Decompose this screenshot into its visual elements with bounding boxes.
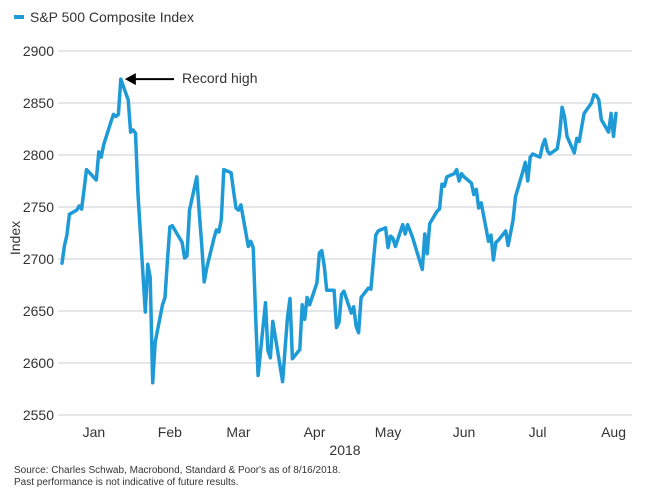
x-tick-label-jan: Jan [83, 424, 106, 440]
disclaimer-note: Past performance is not indicative of fu… [14, 477, 239, 488]
x-tick-label-jun: Jun [453, 424, 476, 440]
y-tick-label-2600: 2600 [23, 355, 54, 371]
series-layer [60, 77, 618, 385]
y-tick-label-2550: 2550 [23, 407, 54, 423]
legend: S&P 500 Composite Index [14, 9, 194, 25]
y-tick-label-2700: 2700 [23, 251, 54, 267]
x-tick-label-mar: Mar [226, 424, 250, 440]
y-tick-label-2900: 2900 [23, 43, 54, 59]
source-note: Source: Charles Schwab, Macrobond, Stand… [14, 465, 341, 476]
x-tick-label-aug: Aug [601, 424, 626, 440]
record-high-annotation: Record high [124, 70, 258, 86]
legend-swatch [14, 15, 24, 19]
y-tick-labels: 2550 2600 2650 2700 2750 2800 2850 2900 [23, 43, 54, 423]
x-tick-label-may: May [375, 424, 401, 440]
annotation-label: Record high [182, 70, 258, 86]
y-axis-title: Index [7, 221, 23, 255]
y-tick-label-2850: 2850 [23, 95, 54, 111]
series-line-sp500 [60, 77, 618, 385]
x-tick-label-feb: Feb [158, 424, 182, 440]
y-tick-label-2750: 2750 [23, 199, 54, 215]
x-tick-label-jul: Jul [529, 424, 547, 440]
annotation-arrowhead [124, 73, 136, 86]
grid-lines [58, 50, 632, 416]
x-tick-label-apr: Apr [304, 424, 326, 440]
y-tick-label-2650: 2650 [23, 303, 54, 319]
x-tick-labels: Jan Feb Mar Apr May Jun Jul Aug [83, 424, 626, 440]
footer: Source: Charles Schwab, Macrobond, Stand… [14, 465, 341, 489]
x-axis-title: 2018 [329, 442, 360, 458]
legend-label: S&P 500 Composite Index [30, 9, 194, 25]
y-tick-label-2800: 2800 [23, 147, 54, 163]
